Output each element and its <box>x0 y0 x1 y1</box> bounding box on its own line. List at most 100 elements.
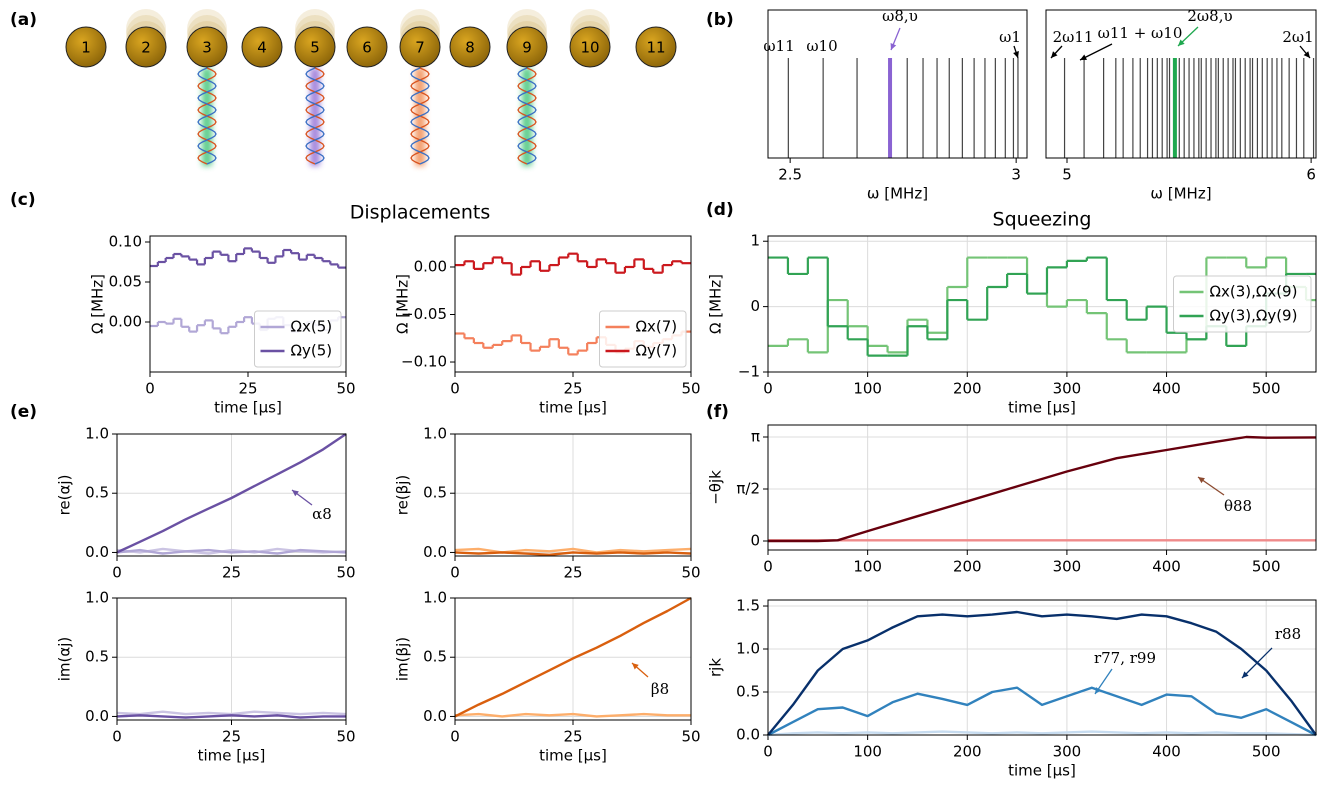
y-axis-label: im(βj) <box>394 637 412 681</box>
x-axis-label: time [μs] <box>1008 399 1076 417</box>
y-tick-label: 0.0 <box>85 543 109 561</box>
x-tick-label: 400 <box>1152 380 1181 398</box>
annotation: ω8,υ <box>882 7 918 25</box>
y-tick-label: 0.0 <box>736 726 760 744</box>
x-tick-label: 300 <box>1053 380 1082 398</box>
x-axis-label: time [μs] <box>214 399 282 417</box>
y-tick-label: π/2 <box>736 479 760 497</box>
x-tick-label: 500 <box>1252 380 1281 398</box>
ion <box>241 26 283 68</box>
series-line <box>116 710 347 716</box>
y-tick-label: 0.00 <box>414 257 447 275</box>
y-axis-label: Ω [MHz] <box>394 274 412 334</box>
x-axis-label: time [μs] <box>198 747 266 765</box>
x-tick-label: 50 <box>336 728 355 746</box>
ion-label: 8 <box>465 39 475 57</box>
y-tick-label: 0.5 <box>85 484 109 502</box>
y-tick-label: 1.0 <box>85 425 109 443</box>
series-line <box>116 548 347 555</box>
x-axis-label: ω [MHz] <box>867 185 928 203</box>
annotation-arrowhead <box>1051 51 1058 58</box>
annotation-arrowhead <box>1303 51 1310 58</box>
annotation-arrowhead <box>890 43 897 50</box>
panel-label: (a) <box>10 10 37 30</box>
y-tick-label: 0.5 <box>85 648 109 666</box>
y-tick-label: 1.0 <box>423 589 447 607</box>
ion <box>635 26 677 68</box>
y-tick-label: 1.0 <box>423 425 447 443</box>
annotation: r88 <box>1275 625 1301 643</box>
beam <box>522 68 532 166</box>
x-tick-label: 0 <box>145 380 155 398</box>
x-tick-label: 0 <box>450 728 460 746</box>
axes-frame <box>767 424 1317 551</box>
y-axis-label: re(βj) <box>394 475 412 516</box>
legend-label: Ωx(3),Ωx(9) <box>1210 283 1298 301</box>
x-tick-label: 50 <box>681 728 700 746</box>
y-tick-label: −1 <box>738 363 760 381</box>
axes-frame <box>454 433 692 557</box>
y-tick-label: 1.0 <box>85 589 109 607</box>
legend-label: Ωy(5) <box>291 342 333 360</box>
ion <box>399 26 441 68</box>
x-tick-label: 2.5 <box>778 166 802 184</box>
panel-label: (c) <box>10 190 36 210</box>
y-tick-label: −0.05 <box>401 305 447 323</box>
annotation-arrowhead <box>292 490 299 497</box>
ion <box>294 26 336 68</box>
x-tick-label: 100 <box>853 558 882 576</box>
x-tick-label: 25 <box>563 564 582 582</box>
x-tick-label: 0 <box>763 558 773 576</box>
x-tick-label: 0 <box>112 728 122 746</box>
axes-frame <box>116 597 347 721</box>
y-axis-label: re(αj) <box>56 475 74 516</box>
x-tick-label: 25 <box>222 728 241 746</box>
y-tick-label: 0.5 <box>423 484 447 502</box>
y-tick-label: 0.0 <box>423 707 447 725</box>
panel-title: Squeezing <box>993 209 1092 231</box>
ion-label: 2 <box>141 39 151 57</box>
x-tick-label: 400 <box>1152 558 1181 576</box>
y-tick-label: 0.05 <box>109 273 142 291</box>
x-tick-label: 100 <box>853 380 882 398</box>
x-axis-label: time [μs] <box>1008 762 1076 780</box>
x-tick-label: 500 <box>1252 558 1281 576</box>
series-line <box>767 686 1317 737</box>
y-axis-label: im(αj) <box>56 637 74 682</box>
annotation-arrowhead <box>1095 687 1102 694</box>
annotation: θ88 <box>1224 497 1252 515</box>
x-tick-label: 0 <box>763 743 773 761</box>
x-tick-label: 5 <box>1062 166 1072 184</box>
ion <box>449 26 491 68</box>
x-axis-label: time [μs] <box>539 399 607 417</box>
annotation: 2ω11 <box>1053 28 1094 46</box>
annotation: ω1 <box>999 28 1021 46</box>
legend-label: Ωx(7) <box>636 318 678 336</box>
ion-label: 6 <box>362 39 372 57</box>
ion-label: 9 <box>522 39 532 57</box>
x-tick-label: 100 <box>853 743 882 761</box>
annotation: ω11 <box>763 37 794 55</box>
annotation-arrowhead <box>1080 54 1087 60</box>
axes-frame <box>149 235 347 373</box>
legend-box <box>599 310 687 368</box>
y-tick-label: π <box>751 427 760 445</box>
helix-strand <box>197 67 217 165</box>
panel-label: (e) <box>10 402 37 422</box>
x-tick-label: 0 <box>450 380 460 398</box>
annotation: β8 <box>651 680 669 698</box>
x-axis-label: time [μs] <box>539 747 607 765</box>
x-tick-label: 50 <box>681 380 700 398</box>
series-line <box>116 714 346 719</box>
y-tick-label: −0.10 <box>401 353 447 371</box>
panel-label: (f) <box>706 402 729 422</box>
ion <box>125 26 167 68</box>
axes-frame <box>767 235 1317 373</box>
x-tick-label: 50 <box>336 380 355 398</box>
annotation-arrowhead <box>1178 39 1185 46</box>
annotation: α8 <box>312 505 332 523</box>
y-axis-label: rjk <box>707 658 725 677</box>
x-tick-label: 6 <box>1306 166 1316 184</box>
x-axis-label: ω [MHz] <box>1150 185 1211 203</box>
x-tick-label: 25 <box>238 380 257 398</box>
